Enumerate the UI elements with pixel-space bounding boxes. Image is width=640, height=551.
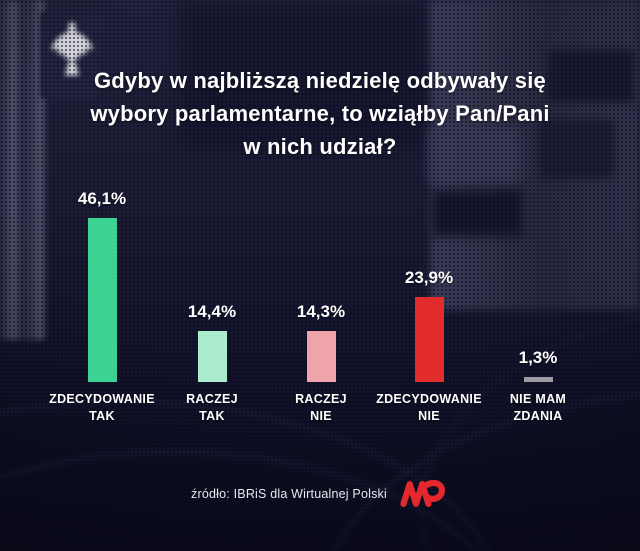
- bar-value-label: 14,4%: [187, 302, 237, 321]
- bar-value-label: 14,3%: [296, 302, 346, 321]
- wp-logo-icon: [400, 479, 445, 507]
- bar-zdecydowanie-nie: [414, 297, 444, 382]
- category-label-raczej-tak: RACZEJ TAK: [186, 392, 238, 423]
- bar-group-raczej-tak: 14,4%: [157, 302, 267, 382]
- bar-nie-mam-zdania: [523, 377, 553, 382]
- bar-zdecydowanie-tak: [87, 218, 117, 382]
- source-credit: źródło: IBRiS dla Wirtualnej Polski: [191, 487, 387, 501]
- bar-raczej-nie: [306, 331, 336, 382]
- category-label-nie-mam-zdania: NIE MAM ZDANIA: [509, 392, 567, 423]
- category-label-raczej-nie: RACZEJ NIE: [295, 392, 347, 423]
- bar-group-zdecydowanie-nie: 23,9%: [374, 268, 484, 382]
- bar-group-raczej-nie: 14,3%: [266, 302, 376, 382]
- title-line-3: w nich udział?: [243, 134, 397, 159]
- bar-value-label: 46,1%: [77, 189, 127, 208]
- bar-raczej-tak: [197, 331, 227, 382]
- title-line-1: Gdyby w najbliższą niedzielę odbywały si…: [93, 68, 546, 93]
- bar-value-label: 23,9%: [404, 268, 454, 287]
- bar-value-label: 1,3%: [518, 348, 558, 367]
- background-shape: [432, 190, 522, 236]
- poll-question-title: Gdyby w najbliższą niedzielę odbywały si…: [30, 64, 610, 163]
- category-label-zdecydowanie-nie: ZDECYDOWANIE NIE: [376, 392, 482, 423]
- background-columns: [0, 0, 46, 340]
- source-row: źródło: IBRiS dla Wirtualnej Polski: [0, 478, 640, 510]
- title-line-2: wybory parlamentarne, to wziąłby Pan/Pan…: [90, 101, 550, 126]
- category-label-zdecydowanie-tak: ZDECYDOWANIE TAK: [49, 392, 155, 423]
- bar-group-zdecydowanie-tak: 46,1%: [47, 189, 157, 382]
- bar-group-nie-mam-zdania: 1,3%: [483, 348, 593, 382]
